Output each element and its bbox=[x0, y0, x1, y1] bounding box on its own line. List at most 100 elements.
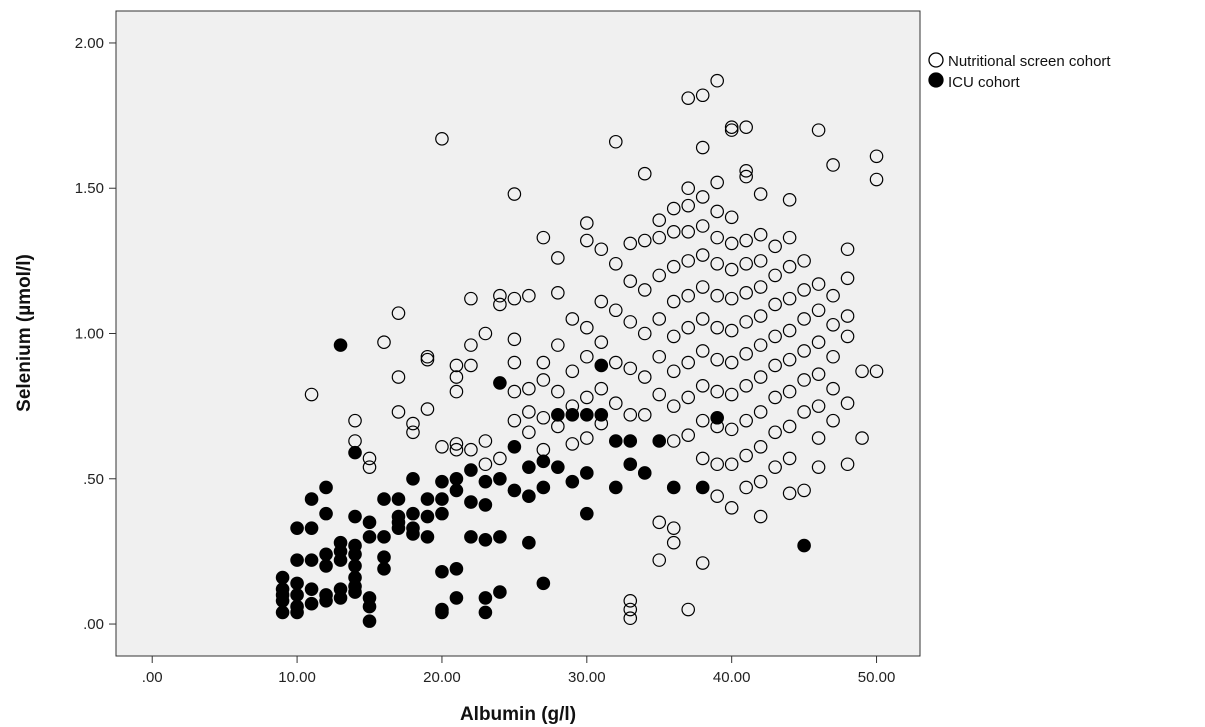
icu-point bbox=[362, 515, 377, 530]
icu-point bbox=[420, 530, 435, 544]
nutritional-point bbox=[666, 364, 681, 379]
nutritional-point bbox=[478, 457, 493, 472]
nutritional-point bbox=[536, 410, 551, 425]
nutritional-point bbox=[724, 236, 739, 251]
nutritional-point bbox=[449, 442, 464, 457]
icu-point bbox=[493, 530, 507, 544]
icu-point bbox=[493, 376, 507, 390]
nutritional-point bbox=[623, 361, 638, 376]
nutritional-point bbox=[666, 399, 681, 413]
nutritional-point bbox=[666, 329, 681, 344]
nutritional-point bbox=[681, 198, 696, 213]
nutritional-point bbox=[811, 123, 826, 137]
icu-point bbox=[406, 506, 420, 521]
nutritional-point bbox=[681, 390, 696, 405]
nutritional-point bbox=[753, 227, 768, 242]
icu-point bbox=[435, 564, 449, 579]
nutritional-point bbox=[826, 317, 840, 332]
nutritional-point bbox=[811, 303, 826, 318]
nutritional-point bbox=[507, 413, 522, 428]
nutritional-point bbox=[840, 457, 855, 472]
icu-point bbox=[623, 434, 638, 448]
nutritional-point bbox=[782, 384, 797, 399]
nutritional-point bbox=[652, 268, 667, 283]
y-tick-label: 1.00 bbox=[75, 326, 104, 343]
icu-point bbox=[275, 605, 290, 620]
nutritional-point bbox=[739, 120, 753, 135]
nutritional-point bbox=[724, 291, 739, 306]
icu-point bbox=[362, 530, 377, 544]
nutritional-point bbox=[826, 158, 840, 172]
nutritional-point bbox=[580, 390, 594, 405]
nutritional-point bbox=[724, 355, 739, 370]
icu-point bbox=[536, 576, 551, 591]
nutritional-point bbox=[594, 381, 609, 396]
nutritional-point bbox=[551, 286, 565, 300]
nutritional-point bbox=[695, 378, 710, 393]
nutritional-point bbox=[826, 288, 840, 303]
nutritional-point bbox=[406, 425, 420, 440]
nutritional-point bbox=[666, 521, 681, 535]
nutritional-point bbox=[855, 364, 869, 379]
nutritional-point bbox=[797, 312, 811, 326]
nutritional-point bbox=[840, 271, 855, 286]
nutritional-point bbox=[507, 384, 522, 399]
nutritional-point bbox=[565, 312, 580, 326]
nutritional-point bbox=[666, 259, 681, 274]
nutritional-point bbox=[666, 225, 681, 239]
nutritional-point bbox=[739, 315, 753, 329]
nutritional-point bbox=[362, 451, 377, 466]
nutritional-point bbox=[681, 254, 696, 268]
icu-point bbox=[464, 463, 478, 477]
nutritional-point bbox=[739, 286, 753, 300]
icu-point bbox=[478, 591, 493, 605]
nutritional-point bbox=[507, 187, 522, 201]
icu-point bbox=[507, 483, 522, 498]
icu-point bbox=[565, 408, 580, 422]
icu-point bbox=[304, 553, 319, 567]
icu-point bbox=[536, 454, 551, 469]
icu-point bbox=[406, 471, 420, 486]
nutritional-point bbox=[304, 387, 319, 402]
icu-point bbox=[391, 521, 406, 535]
icu-point bbox=[666, 480, 681, 495]
nutritional-point bbox=[753, 405, 768, 419]
nutritional-point bbox=[724, 457, 739, 472]
nutritional-point bbox=[811, 399, 826, 413]
nutritional-point bbox=[753, 309, 768, 323]
nutritional-point bbox=[580, 320, 594, 335]
icu-point bbox=[551, 408, 565, 422]
nutritional-point bbox=[652, 312, 667, 326]
nutritional-point bbox=[695, 344, 710, 358]
icu-point bbox=[290, 605, 304, 620]
nutritional-point bbox=[695, 140, 710, 155]
icu-point bbox=[290, 576, 304, 591]
nutritional-point bbox=[637, 326, 652, 341]
icu-point bbox=[608, 480, 623, 495]
nutritional-point bbox=[710, 230, 724, 245]
icu-point bbox=[290, 553, 304, 567]
legend-marker-icu bbox=[928, 72, 944, 88]
nutritional-point bbox=[710, 204, 724, 219]
icu-point bbox=[377, 530, 391, 544]
icu-point bbox=[580, 408, 594, 422]
nutritional-point bbox=[681, 428, 696, 442]
nutritional-point bbox=[695, 413, 710, 428]
nutritional-point bbox=[594, 242, 609, 257]
nutritional-point bbox=[811, 431, 826, 445]
nutritional-point bbox=[623, 315, 638, 329]
nutritional-point bbox=[724, 422, 739, 437]
icu-point bbox=[275, 593, 290, 608]
nutritional-point bbox=[580, 216, 594, 230]
nutritional-point bbox=[435, 440, 449, 454]
icu-point bbox=[333, 553, 348, 567]
nutritional-point bbox=[637, 408, 652, 422]
nutritional-point bbox=[623, 408, 638, 422]
nutritional-point bbox=[507, 355, 522, 370]
icu-point bbox=[478, 605, 493, 620]
icu-point bbox=[348, 509, 362, 524]
nutritional-point bbox=[840, 329, 855, 344]
nutritional-point bbox=[522, 381, 536, 396]
y-tick-label: .00 bbox=[83, 616, 104, 633]
nutritional-point bbox=[637, 233, 652, 248]
